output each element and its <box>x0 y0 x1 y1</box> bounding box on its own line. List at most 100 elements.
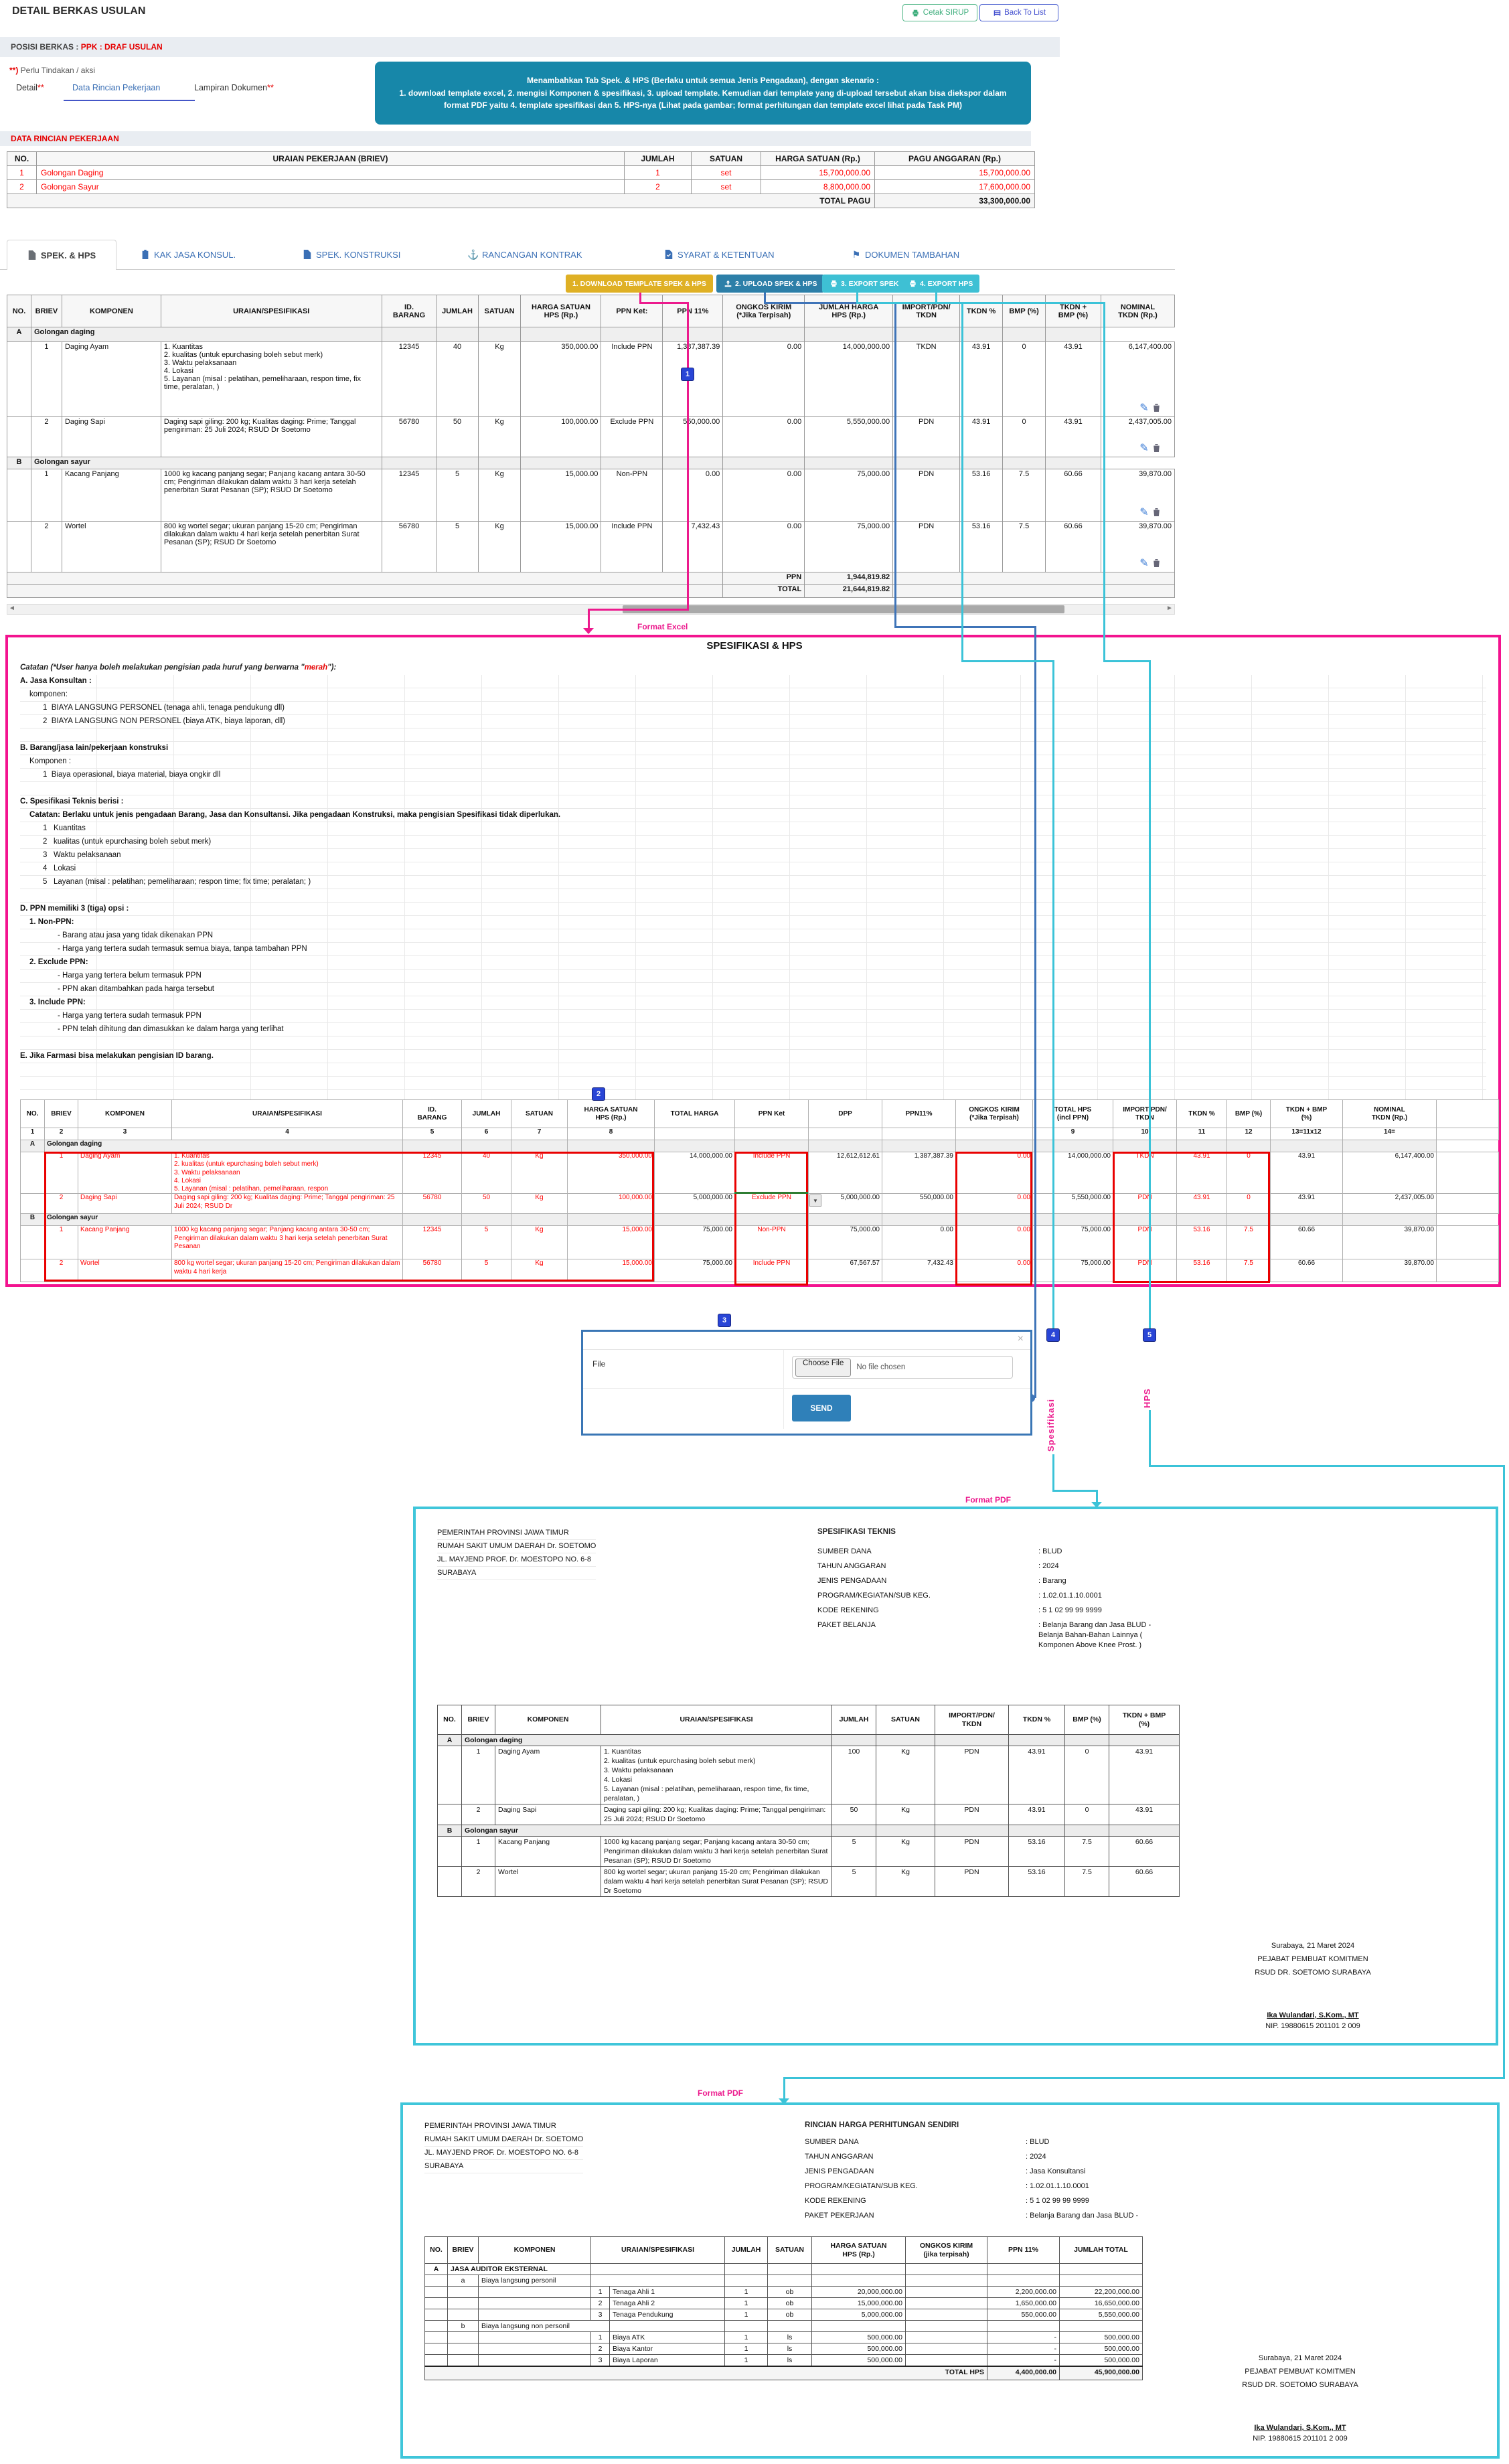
signature-place-date: Surabaya, 21 Maret 2024 <box>1271 1942 1355 1950</box>
tab-dokumen-tambahan[interactable]: ⚑ DOKUMEN TAMBAHAN <box>852 248 960 260</box>
cell <box>437 1866 462 1897</box>
cell: 14,000,000.00 <box>804 341 894 417</box>
cell: PPN11% <box>882 1099 956 1128</box>
cell <box>477 457 522 469</box>
cell: Kacang Panjang <box>61 469 161 522</box>
cell: 800 kg wortel segar; ukuran panjang 15-2… <box>601 1866 832 1897</box>
cell: 15,000.00 <box>567 1225 655 1260</box>
edit-row-icon[interactable]: ✎ <box>1139 443 1149 454</box>
cell: 15,000,000.00 <box>811 2297 906 2309</box>
cell: Golongan daging <box>30 327 382 342</box>
field-row: JENIS PENGADAAN: Barang <box>817 1577 1066 1585</box>
delete-row-icon[interactable] <box>1151 508 1161 517</box>
cell: Daging Sapi <box>495 1804 601 1825</box>
tab-detail[interactable]: Detail** <box>16 83 44 92</box>
cell: 1 <box>590 2331 610 2343</box>
pdf-spesifikasi-box: PEMERINTAH PROVINSI JAWA TIMUR RUMAH SAKI… <box>413 1507 1498 2046</box>
cell <box>724 2275 768 2287</box>
send-button[interactable]: SEND <box>792 1395 851 1421</box>
close-icon[interactable]: × <box>1017 1333 1024 1344</box>
cell: Tenaga Pendukung <box>609 2309 725 2321</box>
cell: 800 kg wortel segar; ukuran panjang 15-2… <box>160 521 382 572</box>
tab-lampiran-dokumen[interactable]: Lampiran Dokumen** <box>194 83 274 92</box>
ppn-dropdown-button[interactable]: ▼ <box>809 1195 821 1207</box>
cell <box>478 2297 591 2309</box>
cell: 40 <box>436 341 479 417</box>
cell <box>654 1140 735 1152</box>
edit-row-icon[interactable]: ✎ <box>1139 402 1149 414</box>
cell: 1,650,000.00 <box>987 2297 1060 2309</box>
cell: PDN <box>892 521 961 572</box>
text-line: 1 BIAYA LANGSUNG PERSONEL (tenaga ahli, … <box>20 702 1486 715</box>
tab-rancangan-kontrak[interactable]: ⚓ RANCANGAN KONTRAK <box>467 248 582 260</box>
upload-spek-hps-button[interactable]: 2. UPLOAD SPEK & HPS <box>716 275 824 293</box>
cell: 53.16 <box>1008 1866 1065 1897</box>
cell: 0.00 <box>882 1225 956 1260</box>
scroll-left-icon[interactable]: ◄ <box>9 605 15 612</box>
cell: 1 <box>44 1151 78 1195</box>
cell <box>734 1213 809 1227</box>
annotation-line-cyan <box>1503 1465 1505 2078</box>
tab-syarat-ketentuan[interactable]: SYARAT & KETENTUAN <box>664 240 774 269</box>
table-row: TOTAL PAGU 33,300,000.00 <box>7 194 1035 208</box>
cell <box>1226 1140 1271 1152</box>
table-row: b Biaya langsung non personil <box>424 2320 1143 2332</box>
cell: 2 <box>590 2343 610 2355</box>
cell <box>724 2320 768 2332</box>
file-field-label: File <box>583 1350 784 1388</box>
cell <box>722 457 805 469</box>
cell: 1 <box>20 1128 45 1140</box>
scroll-right-icon[interactable]: ► <box>1166 605 1173 612</box>
choose-file-button[interactable]: Choose File <box>795 1358 852 1377</box>
cell: 350,000.00 <box>520 341 602 417</box>
cell: 20,000,000.00 <box>811 2286 906 2298</box>
tab-data-rincian-pekerjaan[interactable]: Data Rincian Pekerjaan <box>72 83 161 92</box>
annotation-line-cyan <box>1103 302 1105 662</box>
cell: 2 <box>590 2297 610 2309</box>
cell: IMPORT/PDN/ TKDN <box>892 295 961 327</box>
cell <box>1059 2320 1143 2332</box>
cell: TOTAL <box>722 584 805 598</box>
export-hps-button[interactable]: 4. EXPORT HPS <box>901 275 980 293</box>
export-spek-button[interactable]: 3. EXPORT SPEK <box>822 275 906 293</box>
scrollbar-thumb[interactable] <box>623 605 1064 613</box>
cell: PDN <box>892 469 961 522</box>
cell: 0.00 <box>955 1151 1033 1195</box>
cell <box>7 341 31 417</box>
cell: JUMLAH <box>831 1705 876 1735</box>
cell: Daging sapi giling: 200 kg; Kualitas dag… <box>601 1804 832 1825</box>
field-row: PAKET PEKERJAAN: Belanja Barang dan Jasa… <box>805 2212 1139 2220</box>
file-input[interactable]: Choose File No file chosen <box>792 1356 1013 1379</box>
cell: 500,000.00 <box>1059 2343 1143 2355</box>
cell: 5,550,000.00 <box>1059 2309 1143 2321</box>
back-to-list-button[interactable]: Back To List <box>979 4 1058 21</box>
cell: 43.91 <box>1176 1151 1227 1195</box>
tab-kak-jasa-konsul[interactable]: KAK JASA KONSUL. <box>141 240 236 269</box>
tab-spek-konstruksi[interactable]: SPEK. KONSTRUKSI <box>303 240 400 269</box>
cell <box>402 1140 462 1152</box>
cell: 1 <box>461 1746 495 1804</box>
cell <box>811 2320 906 2332</box>
cell: 1 <box>461 1836 495 1867</box>
cell: 16,650,000.00 <box>1059 2297 1143 2309</box>
cell: 43.91 <box>1109 1746 1180 1804</box>
upload-modal: × File Choose File No file chosen SEND <box>581 1330 1032 1436</box>
download-template-button[interactable]: 1. DOWNLOAD TEMPLATE SPEK & HPS <box>566 275 713 293</box>
edit-row-icon[interactable]: ✎ <box>1139 507 1149 518</box>
tab-spek-hps[interactable]: SPEK. & HPS <box>7 240 116 270</box>
cell <box>520 327 602 342</box>
table-row: TOTAL HPS 4,400,000.00 45,900,000.00 <box>424 2366 1143 2380</box>
annotation-line-cyan <box>935 302 1105 304</box>
delete-row-icon[interactable] <box>1151 403 1161 412</box>
org-address: PEMERINTAH PROVINSI JAWA TIMUR RUMAH SAKI… <box>437 1527 597 1580</box>
delete-row-icon[interactable] <box>1151 558 1161 568</box>
format-excel-label: Format Excel <box>633 622 692 631</box>
edit-row-icon[interactable]: ✎ <box>1139 558 1149 569</box>
cell: Tenaga Ahli 2 <box>609 2297 725 2309</box>
delete-row-icon[interactable] <box>1151 443 1161 453</box>
text-line: RUMAH SAKIT UMUM DAERAH Dr. SOETOMO <box>437 1540 597 1553</box>
cell <box>511 1140 568 1152</box>
cell: Kg <box>511 1259 568 1283</box>
cell: 5 <box>461 1259 511 1283</box>
cetak-sirup-button[interactable]: Cetak SIRUP <box>902 4 977 21</box>
